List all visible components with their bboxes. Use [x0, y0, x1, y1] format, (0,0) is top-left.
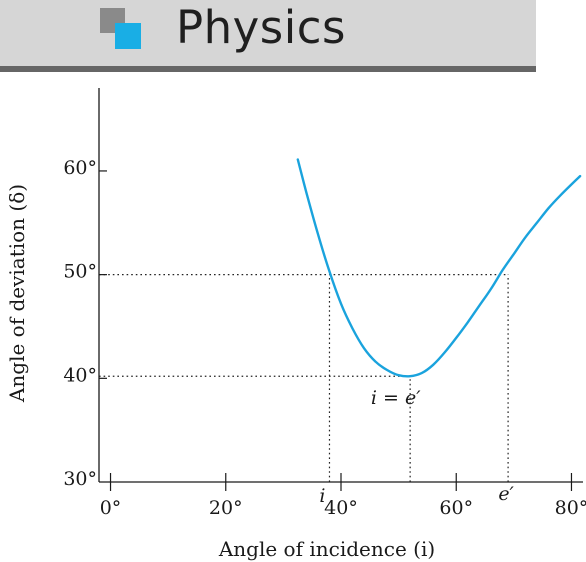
x-tick-label-4: 60° [439, 497, 473, 519]
header-title: Physics [176, 0, 346, 56]
logo-squares-icon [100, 8, 146, 50]
tick-marks [99, 171, 571, 491]
series-line-1 [298, 160, 580, 377]
x-tick-label-5: 80° [555, 497, 586, 519]
annotation-3: e′ [498, 483, 514, 505]
header-bar: Physics [0, 0, 536, 66]
x-tick-label-2: 20° [209, 497, 243, 519]
y-tick-label-1: 30° [63, 468, 97, 490]
annotation-1: i [319, 485, 325, 507]
series-layer [298, 160, 580, 377]
guide-lines [99, 275, 508, 482]
axes [99, 88, 583, 482]
x-tick-label-1: 0° [100, 497, 122, 519]
annotation-2: i = e′ [371, 387, 421, 409]
logo-front-square [115, 23, 141, 49]
y-axis-label: Angle of deviation (δ) [5, 184, 29, 403]
y-tick-label-3: 50° [63, 261, 97, 283]
x-tick-label-3: 40° [324, 497, 358, 519]
deviation-chart: 0° 20° 40° 60° 80° 30° 40° 50° 60° i i = e′ e′ Angl… [0, 72, 586, 562]
y-tick-label-2: 40° [63, 364, 97, 386]
x-axis-label: Angle of incidence (i) [218, 537, 435, 561]
y-tick-label-4: 60° [63, 157, 97, 179]
